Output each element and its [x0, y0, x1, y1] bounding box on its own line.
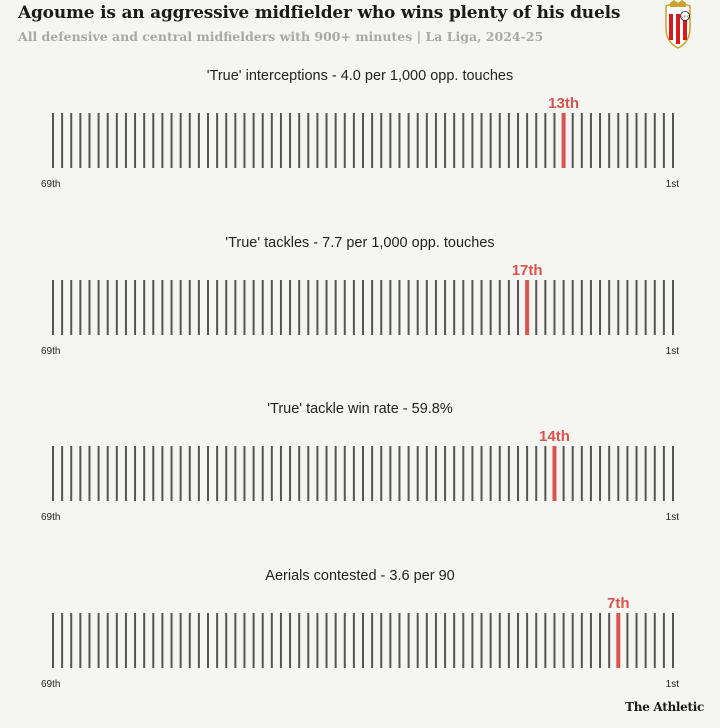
the-athletic-logo: The Athletic	[625, 700, 704, 714]
left-axis-label: 69th	[41, 512, 60, 523]
crest-letters: S F C	[681, 15, 690, 19]
rank-label: 14th	[539, 428, 570, 445]
rank-label: 17th	[512, 262, 543, 279]
right-axis-label: 1st	[666, 679, 680, 690]
chart-title: Aerials contested - 3.6 per 90	[265, 568, 454, 584]
left-axis-label: 69th	[41, 346, 60, 357]
chart-title: 'True' tackles - 7.7 per 1,000 opp. touc…	[225, 235, 494, 251]
chart-title: 'True' interceptions - 4.0 per 1,000 opp…	[207, 68, 513, 84]
chart-title: Agoume is an aggressive midfielder who w…	[18, 3, 621, 23]
chart-subtitle: All defensive and central midfielders wi…	[18, 29, 544, 44]
right-axis-label: 1st	[666, 179, 680, 190]
left-axis-label: 69th	[41, 179, 60, 190]
chart-title: 'True' tackle win rate - 59.8%	[267, 401, 453, 417]
sevilla-crest-icon: S F C	[665, 0, 691, 49]
right-axis-label: 1st	[666, 512, 680, 523]
rank-label: 13th	[548, 95, 579, 112]
rank-label: 7th	[607, 595, 630, 612]
right-axis-label: 1st	[666, 346, 680, 357]
left-axis-label: 69th	[41, 679, 60, 690]
